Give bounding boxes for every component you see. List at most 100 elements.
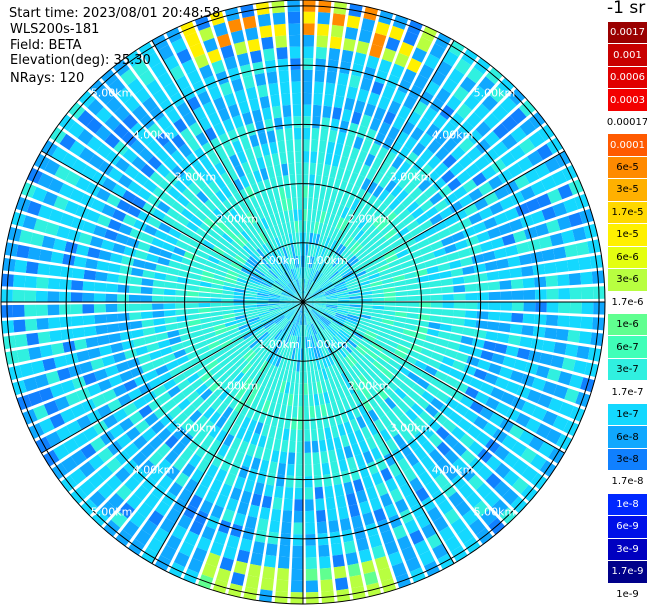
range-gate-cell	[323, 474, 333, 487]
range-gate-cell	[504, 180, 520, 195]
range-gate-cell	[430, 240, 444, 251]
range-gate-cell	[246, 287, 258, 293]
range-gate-cell	[239, 326, 252, 334]
range-gate-cell	[361, 336, 374, 346]
range-gate-cell	[44, 222, 60, 236]
range-gate-cell	[361, 177, 372, 191]
range-gate-cell	[36, 276, 49, 289]
range-gate-cell	[314, 305, 326, 309]
range-gate-cell	[254, 327, 266, 337]
range-gate-cell	[230, 523, 243, 538]
range-gate-cell	[137, 210, 152, 223]
range-gate-cell	[292, 534, 303, 546]
range-gate-cell	[42, 191, 58, 207]
range-gate-cell	[459, 137, 474, 153]
range-gate-cell	[357, 343, 369, 353]
range-gate-cell	[350, 261, 361, 270]
range-gate-cell	[208, 152, 221, 166]
range-gate-cell	[82, 281, 95, 292]
range-gate-cell	[260, 333, 271, 344]
range-gate-cell	[121, 255, 135, 266]
range-gate-cell	[154, 325, 167, 334]
range-gate-cell	[310, 335, 315, 348]
range-gate-cell	[304, 452, 312, 465]
range-gate-cell	[266, 255, 276, 266]
range-gate-cell	[262, 229, 271, 242]
range-gate-cell	[447, 177, 462, 192]
range-gate-cell	[369, 43, 383, 59]
range-gate-cell	[180, 208, 194, 221]
range-gate-cell	[125, 426, 141, 441]
range-gate-cell	[139, 147, 154, 163]
range-gate-cell	[118, 223, 133, 236]
range-gate-cell	[523, 226, 538, 240]
range-gate-cell	[202, 434, 215, 449]
range-gate-cell	[258, 285, 271, 292]
range-gate-cell	[389, 392, 402, 405]
range-gate-cell	[392, 115, 406, 130]
range-gate-cell	[108, 263, 121, 273]
range-gate-cell	[328, 253, 337, 265]
range-gate-cell	[237, 251, 249, 261]
range-gate-cell	[324, 485, 334, 499]
range-gate-cell	[139, 114, 155, 130]
range-gate-cell	[214, 269, 227, 277]
range-gate-cell	[163, 288, 176, 296]
range-gate-cell	[420, 425, 435, 439]
range-gate-cell	[306, 312, 312, 324]
range-gate-cell	[437, 228, 451, 240]
range-gate-cell	[60, 212, 75, 227]
range-gate-cell	[113, 140, 129, 156]
range-gate-cell	[423, 185, 438, 199]
range-gate-cell	[402, 214, 415, 226]
range-gate-cell	[69, 468, 87, 485]
range-gate-cell	[318, 392, 325, 406]
range-gate-cell	[200, 474, 214, 489]
range-gate-cell	[304, 406, 310, 419]
range-gate-cell	[501, 434, 518, 450]
range-gate-cell	[267, 190, 275, 203]
range-gate-cell	[141, 476, 157, 492]
range-gate-cell	[37, 263, 51, 276]
range-gate-cell	[310, 244, 315, 257]
range-gate-cell	[312, 245, 318, 257]
range-gate-cell	[189, 494, 203, 509]
range-gate-cell	[341, 384, 351, 398]
range-gate-cell	[289, 335, 294, 347]
range-gate-cell	[314, 294, 326, 299]
range-gate-cell	[190, 196, 204, 209]
range-gate-cell	[14, 334, 28, 348]
range-gate-cell	[257, 263, 269, 273]
range-gate-cell	[215, 241, 228, 252]
range-gate-cell	[259, 167, 269, 181]
range-gate-cell	[384, 302, 396, 306]
range-gate-cell	[268, 305, 281, 310]
range-gate-cell	[239, 175, 250, 189]
range-gate-cell	[500, 302, 513, 311]
range-gate-cell	[280, 305, 292, 310]
range-gate-cell	[442, 294, 454, 301]
range-gate-cell	[426, 384, 440, 397]
range-gate-cell	[328, 377, 337, 391]
range-gate-cell	[293, 336, 298, 348]
range-gate-cell	[399, 483, 414, 498]
range-gate-cell	[282, 273, 291, 284]
range-gate-cell	[330, 189, 338, 203]
range-gate-cell	[354, 229, 365, 241]
range-gate-cell	[222, 290, 235, 295]
range-gate-cell	[271, 153, 280, 166]
range-gate-cell	[447, 341, 461, 351]
range-gate-cell	[385, 211, 398, 224]
range-gate-cell	[341, 233, 351, 246]
range-gate-cell	[337, 506, 349, 520]
range-gate-cell	[97, 482, 115, 500]
range-gate-cell	[267, 324, 278, 334]
range-gate-cell	[309, 324, 314, 336]
range-gate-cell	[221, 298, 234, 302]
range-gate-cell	[407, 307, 419, 313]
range-gate-cell	[152, 287, 165, 295]
range-gate-cell	[115, 361, 130, 373]
range-gate-cell	[546, 302, 559, 313]
range-gate-cell	[309, 283, 318, 293]
range-gate-cell	[282, 104, 292, 118]
